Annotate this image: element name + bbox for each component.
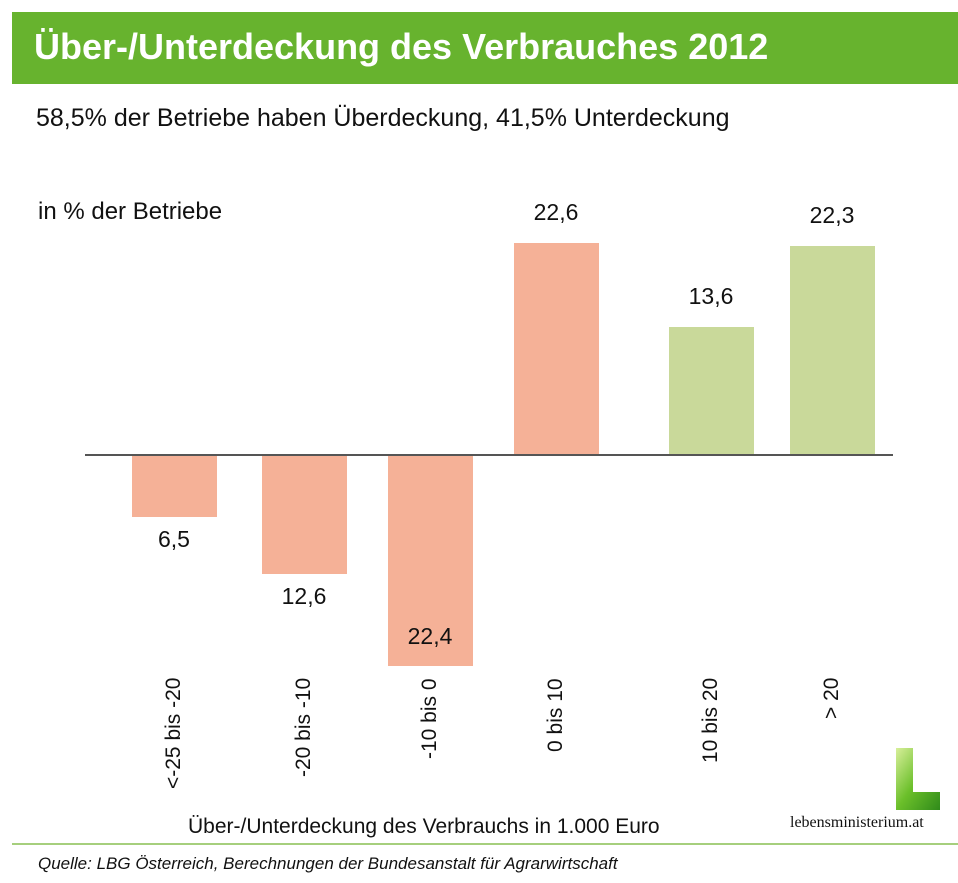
subtitle: 58,5% der Betriebe haben Überdeckung, 41… [36, 104, 730, 132]
bar-0 [131, 456, 217, 517]
bar-1 [261, 456, 347, 575]
value-label: 22,4 [407, 623, 453, 650]
bar-5 [789, 245, 875, 455]
value-label: 13,6 [688, 283, 734, 310]
value-label: 6,5 [158, 525, 190, 552]
value-label: 22,6 [533, 199, 579, 225]
y-axis-label: in % der Betriebe [38, 198, 223, 225]
chart-title: Über-/Unterdeckung des Verbrauches 2012 [34, 26, 769, 67]
category-label: 0 bis 10 [544, 678, 567, 752]
zero-axis-line [85, 454, 893, 456]
logo-text: lebensministerium.at [790, 814, 924, 831]
x-axis-label: Über-/Unterdeckung des Verbrauchs in 1.0… [188, 815, 660, 838]
bar-2 [387, 456, 473, 667]
category-label: -20 bis -10 [292, 677, 315, 777]
bar-4 [668, 327, 754, 455]
bar-3 [513, 243, 599, 455]
category-label: -10 bis 0 [418, 678, 441, 759]
header-bar: Über-/Unterdeckung des Verbrauches 2012 [12, 12, 958, 84]
value-label: 12,6 [281, 583, 327, 610]
footer-divider [12, 843, 958, 845]
lebensministerium-logo-icon [896, 748, 940, 815]
category-label: 10 bis 20 [699, 677, 722, 763]
value-label: 22,3 [809, 201, 855, 228]
category-label: > 20 [820, 677, 843, 719]
category-label: <-25 bis -20 [162, 677, 185, 789]
source-note: Quelle: LBG Österreich, Berechnungen der… [38, 854, 618, 873]
